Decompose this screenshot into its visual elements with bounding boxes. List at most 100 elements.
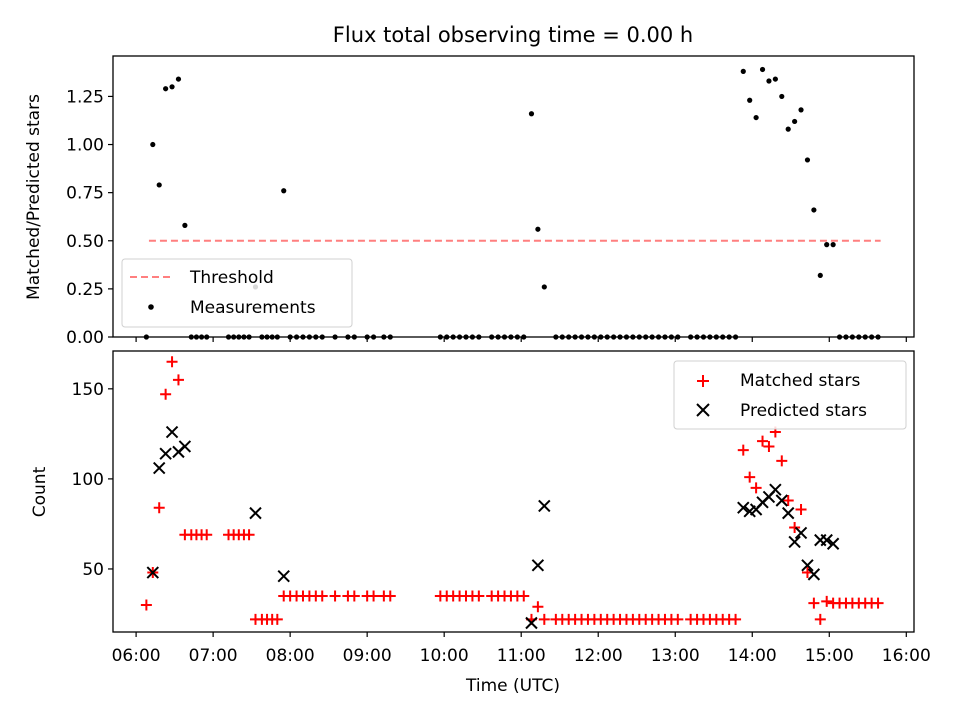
top-y-tick-label: 0.50 [66,232,104,252]
x-tick-label: 10:00 [420,646,469,666]
matched-star-point [672,613,684,625]
measurement-point [804,157,811,163]
bottom-plot-frame [112,350,915,633]
matched-star-point [872,597,884,609]
matched-star-point [730,613,742,625]
matched-stars-legend-label: Matched stars [740,371,860,391]
x-tick-label: 06:00 [112,646,161,666]
top-y-tick-label: 0.75 [66,184,104,204]
matched-star-point [160,388,172,400]
measurement-point [541,284,547,290]
predicted-star-point [531,559,545,572]
top-y-tick-label: 0.00 [66,328,104,348]
matched-star-point [271,613,283,625]
top-y-tick-label: 1.00 [66,136,104,156]
threshold-legend-label: Threshold [189,268,274,288]
predicted-stars-legend-swatch [696,403,710,417]
predicted-stars-legend-label: Predicted stars [740,401,867,421]
matched-star-point [140,599,152,611]
measurement-point [824,242,830,248]
matched-star-point [316,590,328,602]
measurement-point [759,66,766,73]
measurement-point [163,86,169,92]
x-tick-label: 14:00 [728,646,777,666]
matched-star-point [473,590,485,602]
x-tick-label: 13:00 [651,646,700,666]
predicted-star-point [146,566,160,579]
measurement-point [817,272,823,279]
bottom-x-axis: 06:00 07:00 08:00 09:00 10:00 11:00 12:00 13:00… [112,632,931,666]
x-axis-label: Time (UTC) [465,676,560,696]
bottom-y-tick-label: 100 [72,470,104,490]
measurement-point [150,141,156,148]
measurement-point [535,226,541,232]
predicted-star-point [794,526,808,540]
measurement-point [740,68,746,74]
predicted-star-point [781,506,795,520]
top-legend: Threshold Measurements [121,258,353,328]
measurement-point [281,188,287,194]
x-tick-label: 16:00 [882,646,931,666]
top-y-axis-label: Matched/Predicted stars [24,94,44,300]
matched-star-point [789,522,801,534]
top-y-axis: 0.00 0.25 0.50 0.75 1.00 1.25 [66,87,113,348]
matched-star-point [384,590,396,602]
bottom-plot-marks [140,356,884,630]
measurement-point [772,76,778,82]
matched-star-point [201,529,213,541]
matched-star-point [744,471,756,483]
matched-star-point [782,495,794,507]
measurement-point [753,114,759,121]
x-tick-label: 08:00 [266,646,315,666]
bottom-y-axis: 50 100 150 [72,380,113,580]
predicted-star-point [178,440,192,453]
measurement-point [798,107,804,113]
matched-star-point [166,356,178,368]
x-tick-label: 12:00 [574,646,623,666]
x-tick-label: 09:00 [343,646,392,666]
measurements-legend-label: Measurements [190,298,316,318]
matched-stars-legend-swatch [697,375,709,387]
matched-star-point [795,504,807,516]
top-legend-box [121,258,353,328]
top-x-axis-ticks [135,337,907,342]
measurement-point [528,111,535,117]
matched-star-point [737,444,749,456]
measurement-point [175,76,182,82]
measurements-legend-swatch [148,304,154,310]
matched-star-point [172,374,184,386]
matched-star-point [763,440,775,452]
measurement-point [169,84,175,90]
matched-star-point [808,597,820,609]
predicted-star-point [775,494,788,507]
bottom-legend: Matched stars Predicted stars [673,360,907,430]
predicted-star-point [159,447,172,460]
predicted-star-point [769,483,782,496]
bottom-y-tick-label: 50 [82,560,104,580]
top-y-tick-label: 0.25 [66,280,104,300]
predicted-star-point [538,499,551,513]
predicted-star-point [249,506,262,520]
matched-star-point [821,595,833,607]
matched-star-point [750,482,762,494]
predicted-star-point [153,461,166,475]
matched-star-point [776,455,788,467]
matched-star-point [757,435,769,447]
predicted-star-point [826,537,840,550]
top-chart-title: Flux total observing time = 0.00 h [333,23,693,47]
bottom-y-axis-label: Count [30,466,50,517]
x-tick-label: 07:00 [189,646,238,666]
matched-star-point [814,613,826,625]
measurement-point [182,222,188,228]
measurement-point [785,126,791,132]
measurement-point [747,97,753,103]
matched-star-point [348,590,360,602]
measurement-point [779,93,785,100]
matched-star-point [532,601,544,613]
bottom-legend-box [673,360,907,430]
predicted-star-point [820,533,833,547]
predicted-star-point [807,568,821,581]
predicted-star-point [801,559,814,572]
measurement-point [156,182,162,188]
